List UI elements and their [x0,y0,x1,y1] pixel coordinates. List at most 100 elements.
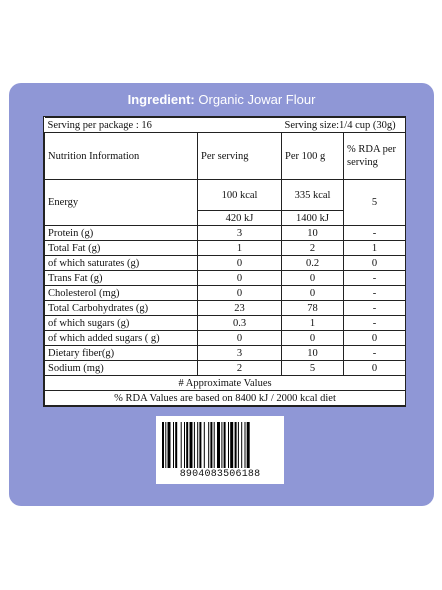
barcode-bar [193,422,195,468]
nutrient-per-100g: 2 [281,240,345,256]
nutrient-per-100g: 0 [281,285,345,301]
nutrient-per-serving: 0.3 [196,315,283,331]
barcode-bar [244,422,246,468]
nutrient-row: of which sugars (g) 0.3 1- [44,315,407,331]
header-per-serving: Per serving [196,132,283,180]
nutrient-per-serving: 23 [196,300,283,316]
barcode-bar [165,422,167,468]
nutrient-per-serving: 0 [196,255,283,271]
nutrient-per-serving: 3 [196,225,283,241]
nutrient-rda: - [343,285,407,301]
barcode-bar [217,422,220,468]
nutrient-name: of which sugars (g) [44,315,198,331]
energy-label: Energy [44,179,198,226]
barcode-bar [234,422,237,468]
nutrient-name: Total Carbohydrates (g) [44,300,198,316]
barcode-bar [203,422,205,468]
nutrient-per-serving: 1 [196,240,283,256]
nutrient-per-serving: 0 [196,270,283,286]
barcode: 8904083506188 [156,416,284,484]
nutrient-name: Cholesterol (mg) [44,285,198,301]
barcode-bar [184,422,185,468]
nutrient-per-serving: 0 [196,330,283,346]
nutrient-per-100g: 10 [281,345,345,361]
energy-kj-serving: 420 kJ [196,210,283,226]
barcode-bar [189,422,193,468]
energy-kcal-serving: 100 kcal [196,179,283,211]
barcode-bar [223,422,226,468]
barcode-bar [237,422,239,468]
barcode-bar [210,422,213,468]
nutrient-name: Sodium (mg) [44,360,198,376]
nutrient-name: Total Fat (g) [44,240,198,256]
header-per-100g: Per 100 g [281,132,345,180]
nutrient-rda: - [343,345,407,361]
nutrient-rda: - [343,225,407,241]
barcode-bar [180,422,182,468]
header-rda: % RDA per serving [343,132,407,180]
barcode-bar [199,422,202,468]
rda-note-row: % RDA Values are based on 8400 kJ / 2000… [43,390,407,406]
nutrient-rda: 1 [343,240,407,256]
barcode-bar [186,422,189,468]
nutrient-per-100g: 0 [281,270,345,286]
nutrient-rda: - [343,270,407,286]
nutrient-rows: Protein (g) 3 10- Total Fat (g) 1 2 1 of which … [44,225,407,376]
barcode-bar [173,422,174,468]
nutrient-per-100g: 10 [281,225,345,241]
nutrient-row: Dietary fiber(g) 3 10- [44,345,407,361]
nutrition-table-box: Serving per package : 16 Serving size:1/… [43,116,407,407]
energy-kj-100g: 1400 kJ [281,210,345,226]
serving-size: Serving size:1/4 cup (30g) [281,117,406,133]
barcode-number: 8904083506188 [179,469,261,480]
nutrient-rda: 0 [343,360,407,376]
rda-basis-note: % RDA Values are based on 8400 kJ / 2000… [43,390,407,406]
nutrient-per-100g: 78 [281,300,345,316]
barcode-bar [213,422,215,468]
nutrient-per-100g: 1 [281,315,345,331]
energy-rda: 5 [343,179,407,226]
nutrient-row: Total Fat (g) 1 2 1 [44,240,407,256]
nutrient-per-100g: 0.2 [281,255,345,271]
serving-per-package: Serving per package : 16 [44,117,282,133]
header-nutrition-info: Nutrition Information [44,132,198,180]
nutrient-rda: - [343,300,407,316]
nutrient-name: of which saturates (g) [44,255,198,271]
header-row: Nutrition Information Per serving Per 10… [44,132,407,180]
approx-note-row: # Approximate Values [43,375,407,391]
serving-row: Serving per package : 16 Serving size:1/… [44,117,406,133]
barcode-bar [221,422,223,468]
nutrient-per-serving: 0 [196,285,283,301]
nutrient-row: Protein (g) 3 10- [44,225,407,241]
nutrient-per-serving: 2 [196,360,283,376]
nutrient-row: of which added sugars ( g) 0 0 0 [44,330,407,346]
barcode-bar [228,422,229,468]
barcode-bar [241,422,243,468]
nutrient-row: Cholesterol (mg) 0 0- [44,285,407,301]
barcode-bar [167,422,171,468]
ingredient-label: Ingredient: [127,92,195,107]
barcode-bars [162,422,250,468]
energy-kcal-100g: 335 kcal [281,179,345,211]
nutrient-rda: 0 [343,255,407,271]
barcode-bar [175,422,178,468]
barcode-bar [208,422,210,468]
nutrient-name: Dietary fiber(g) [44,345,198,361]
barcode-bar [230,422,234,468]
nutrient-per-100g: 5 [281,360,345,376]
barcode-bar [197,422,199,468]
energy-row-kcal: Energy 100 kcal 335 kcal 5 [44,179,407,226]
nutrition-table: Serving per package : 16 Serving size:1/… [43,117,407,406]
approx-note: # Approximate Values [43,375,407,391]
barcode-bar [246,422,250,468]
ingredient-title: Ingredient: Organic Jowar Flour [9,92,434,107]
nutrient-per-serving: 3 [196,345,283,361]
nutrient-row: of which saturates (g) 0 0.2 0 [44,255,407,271]
ingredient-value: Organic Jowar Flour [198,92,316,107]
barcode-bar [162,422,164,468]
nutrient-name: of which added sugars ( g) [44,330,198,346]
nutrient-name: Trans Fat (g) [44,270,198,286]
energy-row-kj: 420 kJ 1400 kJ [45,210,406,226]
nutrient-per-100g: 0 [281,330,345,346]
nutrient-row: Sodium (mg) 2 5 0 [44,360,407,376]
